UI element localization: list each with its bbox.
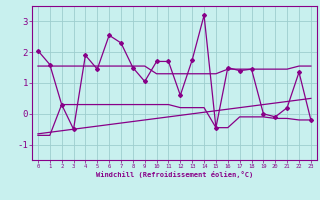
X-axis label: Windchill (Refroidissement éolien,°C): Windchill (Refroidissement éolien,°C) xyxy=(96,171,253,178)
